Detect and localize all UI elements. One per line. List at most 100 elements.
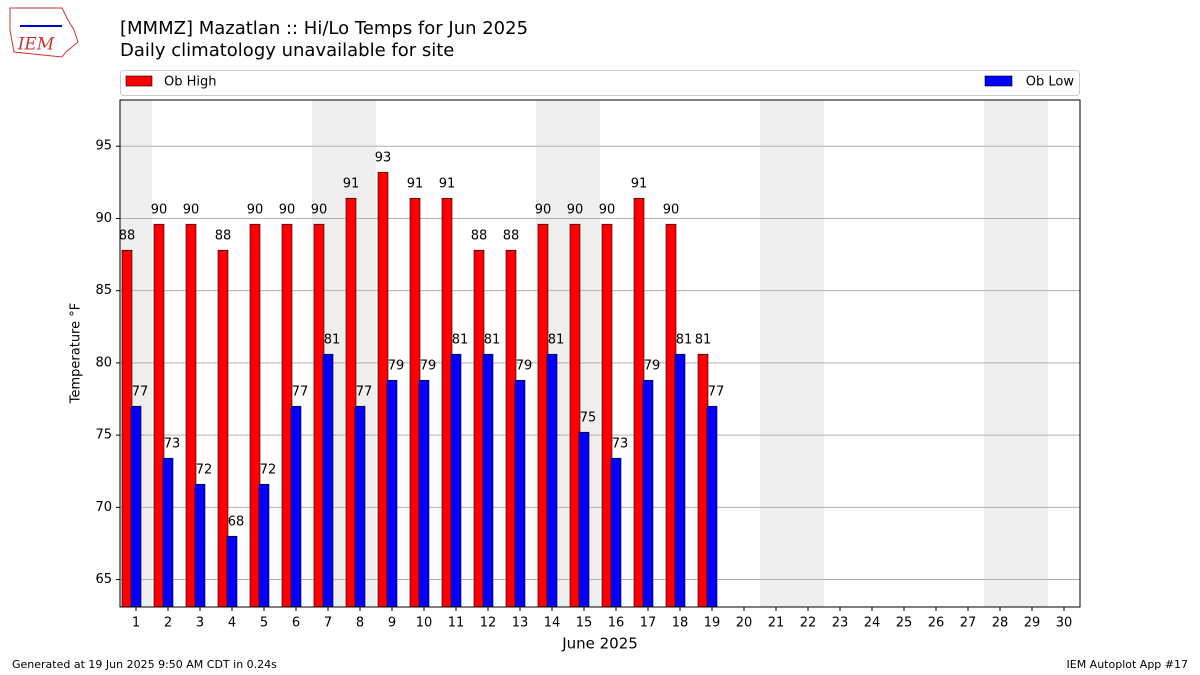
x-tick-label: 20 — [736, 616, 753, 631]
x-tick-label: 26 — [928, 616, 945, 631]
chart-subtitle: Daily climatology unavailable for site — [120, 40, 454, 61]
x-tick-label: 25 — [896, 616, 913, 631]
bar — [633, 197, 645, 608]
data-label: 79 — [516, 359, 533, 374]
bar — [578, 431, 590, 608]
data-label: 68 — [228, 515, 245, 530]
weekend-shade — [1016, 100, 1048, 607]
bar — [441, 197, 453, 608]
bar — [706, 405, 718, 608]
data-label: 88 — [503, 229, 520, 244]
data-label: 88 — [215, 229, 232, 244]
bar — [514, 379, 526, 608]
data-label: 77 — [132, 385, 149, 400]
bar — [345, 197, 357, 608]
x-tick-label: 6 — [292, 616, 300, 631]
data-label: 75 — [580, 411, 597, 426]
bar — [546, 353, 558, 608]
x-tick-label: 8 — [356, 616, 364, 631]
x-tick-label: 1 — [132, 616, 140, 631]
y-tick-label: 65 — [95, 572, 112, 587]
bar — [569, 223, 581, 608]
data-label: 90 — [535, 203, 552, 218]
x-tick-label: 18 — [672, 616, 689, 631]
data-label: 79 — [420, 359, 437, 374]
bar — [194, 483, 206, 608]
x-tick-label: 4 — [228, 616, 236, 631]
x-tick-label: 9 — [388, 616, 396, 631]
bar — [162, 457, 174, 608]
y-axis-label: Temperature °F — [69, 303, 84, 404]
bar — [665, 223, 677, 608]
data-label: 90 — [311, 203, 328, 218]
x-tick-label: 16 — [608, 616, 625, 631]
bar — [185, 223, 197, 608]
data-label: 90 — [663, 203, 680, 218]
data-label: 91 — [631, 177, 648, 192]
data-label: 81 — [452, 333, 469, 348]
x-tick-label: 11 — [448, 616, 465, 631]
bar — [537, 223, 549, 608]
data-label: 81 — [548, 333, 565, 348]
bar — [473, 249, 485, 608]
x-tick-label: 3 — [196, 616, 204, 631]
bar — [610, 457, 622, 608]
x-tick-label: 22 — [800, 616, 817, 631]
x-tick-label: 30 — [1056, 616, 1073, 631]
bar — [674, 353, 686, 608]
y-tick-label: 90 — [95, 211, 112, 226]
data-label: 77 — [292, 385, 309, 400]
data-label: 73 — [164, 437, 181, 452]
x-tick-label: 27 — [960, 616, 977, 631]
plot-frame — [119, 99, 1081, 608]
x-tick-label: 17 — [640, 616, 657, 631]
x-tick-label: 5 — [260, 616, 268, 631]
logo: IEM — [9, 7, 79, 58]
x-tick-label: 15 — [576, 616, 593, 631]
x-tick-label: 28 — [992, 616, 1009, 631]
bar — [130, 405, 142, 608]
data-label: 91 — [439, 177, 456, 192]
x-tick-label: 10 — [416, 616, 433, 631]
bar — [450, 353, 462, 608]
data-label: 90 — [151, 203, 168, 218]
data-label: 73 — [612, 437, 629, 452]
legend-box — [120, 70, 1080, 96]
data-label: 91 — [407, 177, 424, 192]
x-tick-label: 29 — [1024, 616, 1041, 631]
bar — [601, 223, 613, 608]
weekend-shade — [984, 100, 1016, 607]
data-label: 91 — [343, 177, 360, 192]
legend-label: Ob High — [164, 75, 217, 90]
data-label: 79 — [644, 359, 661, 374]
legend-swatch — [125, 75, 153, 87]
footer-left: Generated at 19 Jun 2025 9:50 AM CDT in … — [12, 658, 277, 671]
bar — [642, 379, 654, 608]
y-tick-label: 95 — [95, 139, 112, 154]
x-tick-label: 19 — [704, 616, 721, 631]
data-label: 72 — [196, 463, 213, 478]
bar — [258, 483, 270, 608]
data-label: 90 — [567, 203, 584, 218]
weekend-shade — [792, 100, 824, 607]
x-tick-label: 7 — [324, 616, 332, 631]
data-label: 77 — [708, 385, 725, 400]
data-label: 90 — [599, 203, 616, 218]
x-tick-label: 13 — [512, 616, 529, 631]
data-label: 81 — [695, 333, 712, 348]
x-tick-label: 21 — [768, 616, 785, 631]
bar — [290, 405, 302, 608]
x-tick-label: 24 — [864, 616, 881, 631]
y-tick-label: 70 — [95, 500, 112, 515]
weekend-shade — [760, 100, 792, 607]
logo-outline — [9, 7, 79, 58]
data-label: 72 — [260, 463, 277, 478]
bar — [281, 223, 293, 608]
bar — [505, 249, 517, 608]
bar — [153, 223, 165, 608]
bar — [121, 249, 133, 608]
data-label: 81 — [676, 333, 693, 348]
bar — [217, 249, 229, 608]
y-tick-label: 80 — [95, 355, 112, 370]
bar — [418, 379, 430, 608]
